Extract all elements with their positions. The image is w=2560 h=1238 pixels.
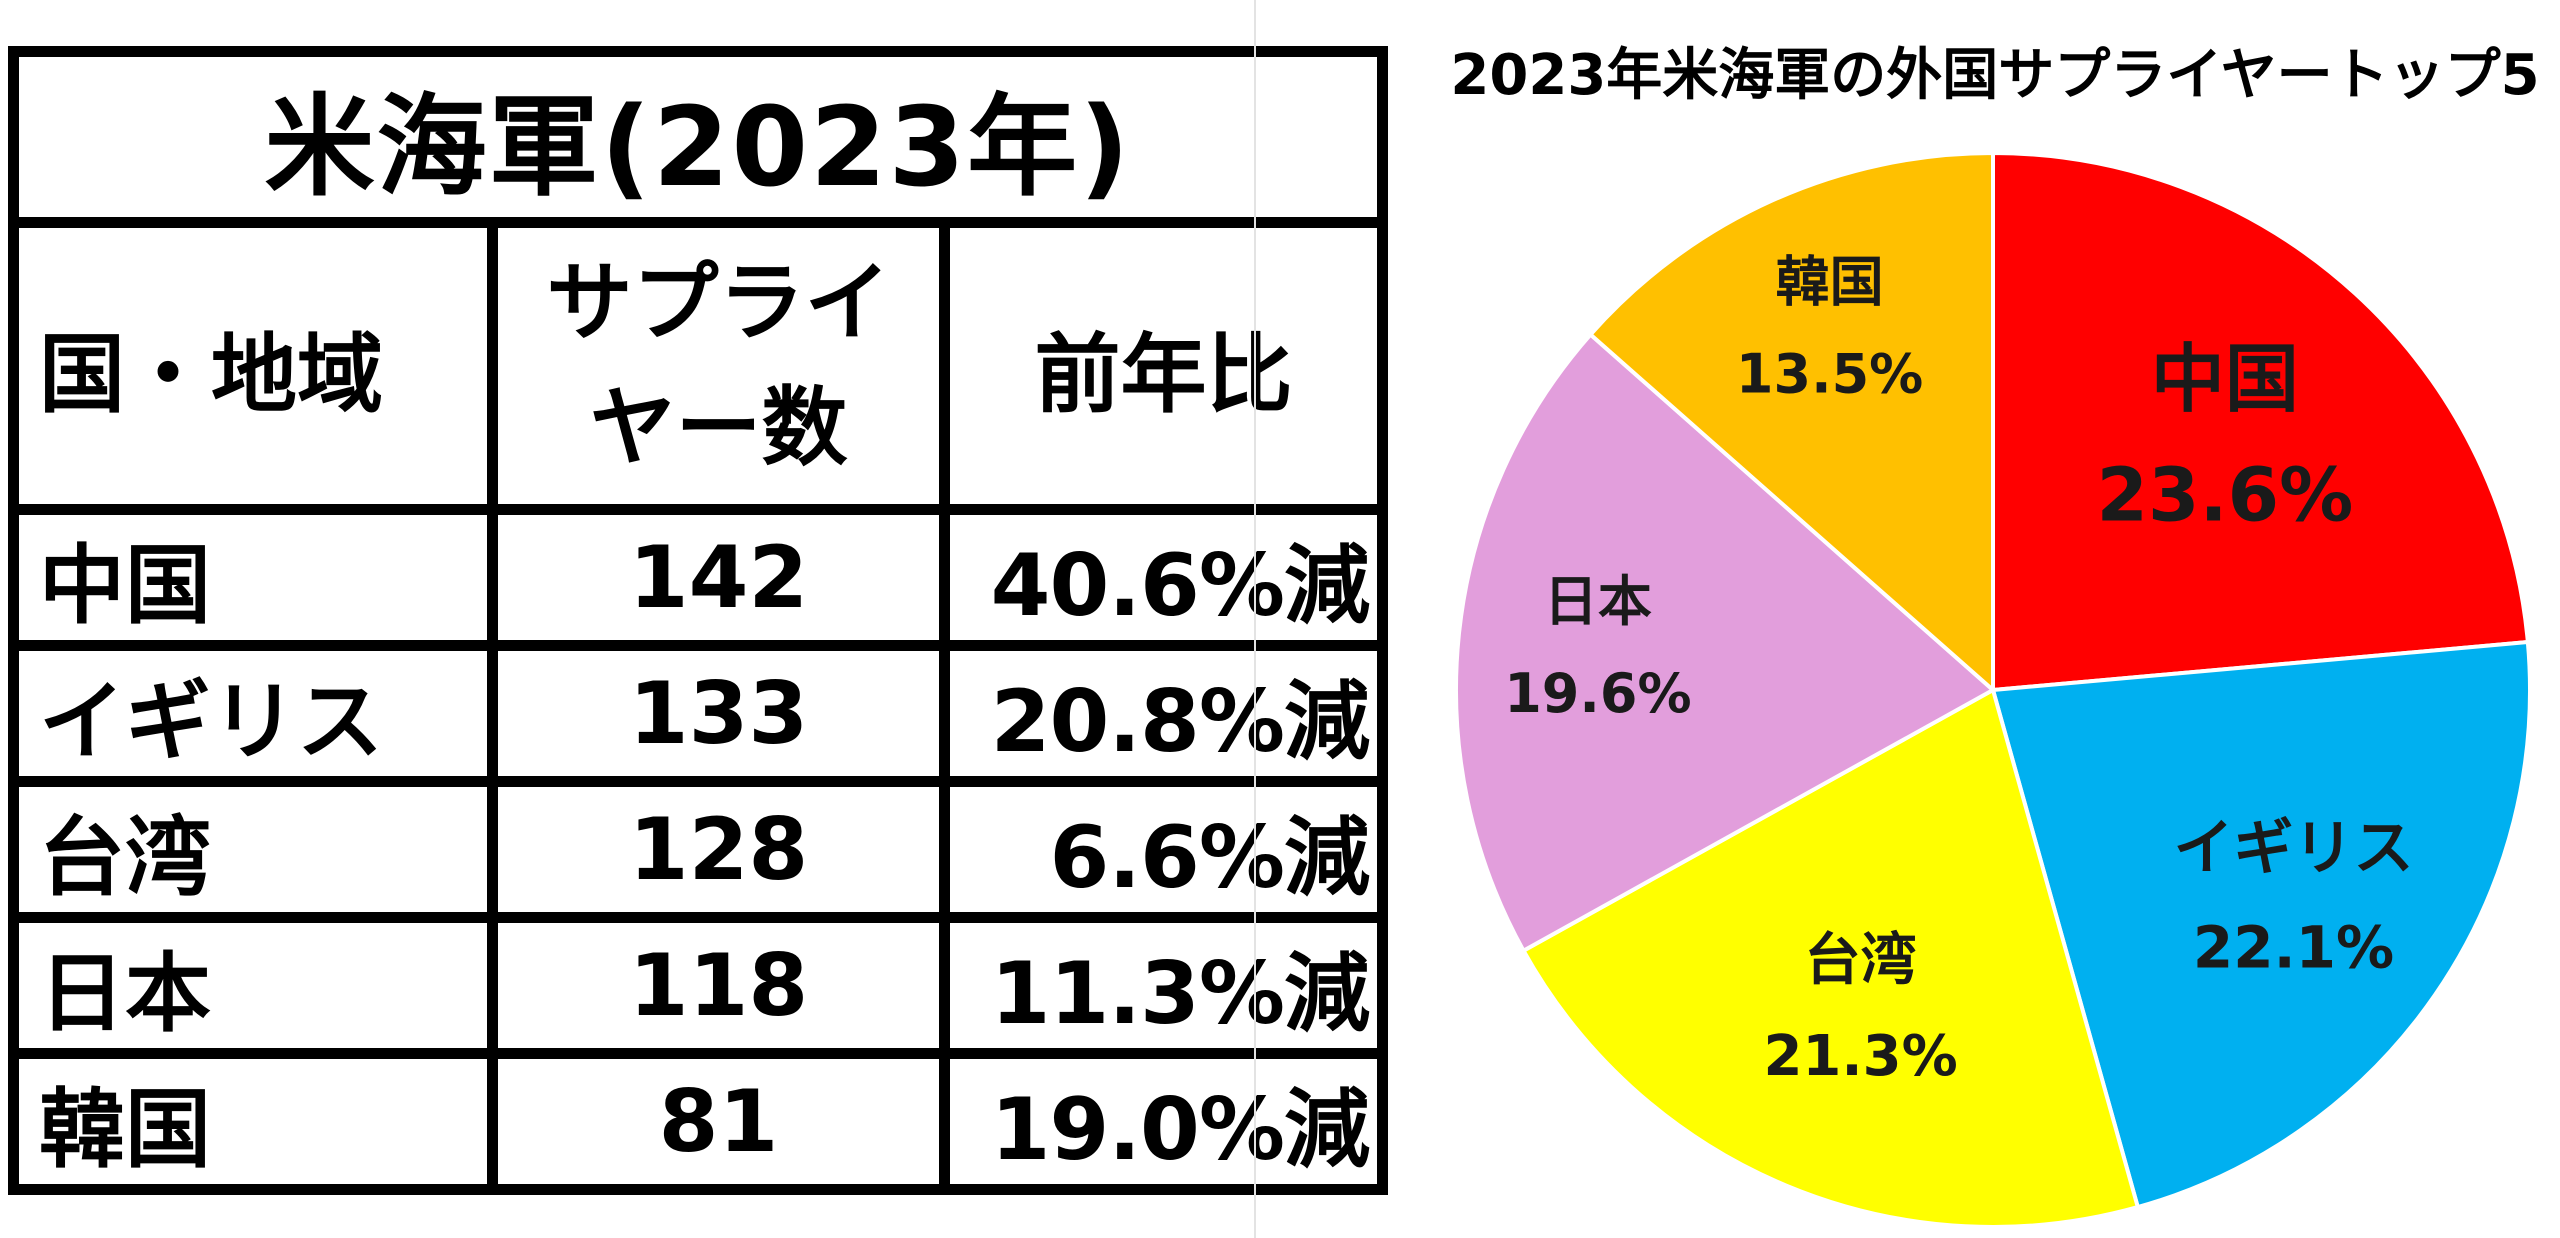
pie-slice	[1587, 150, 1995, 695]
cell-yoy: 19.0%減	[938, 1048, 1389, 1195]
slice-value-label: 23.6%	[2097, 452, 2354, 538]
cell-count: 142	[487, 504, 950, 651]
pie-labels: 中国 23.6% イギリス 22.1% 台湾 21.3% 日本 19.6% 韓国 13.5%	[1504, 251, 2413, 1089]
table-title-row: 米海軍(2023年)	[8, 46, 1388, 228]
supplier-table: 米海軍(2023年) 国・地域 サプライ ヤー数 前年比 中国 142 40.6…	[7, 46, 1389, 1195]
cell-count: 118	[487, 912, 950, 1059]
slice-label: 中国	[2151, 336, 2299, 422]
table-row: 台湾 128 6.6%減	[7, 776, 1389, 923]
cell-yoy: 6.6%減	[938, 776, 1389, 923]
slice-value-label: 13.5%	[1736, 343, 1923, 406]
pie-chart: 中国 23.6% イギリス 22.1% 台湾 21.3% 日本 19.6% 韓国 13.5%	[1454, 150, 2532, 1229]
page-divider	[1254, 0, 1256, 1238]
chart-title: 2023年米海軍の外国サプライヤートップ5	[1450, 43, 2540, 108]
pie-slice	[1990, 639, 2532, 1210]
cell-count: 81	[487, 1048, 950, 1195]
table-title: 米海軍(2023年)	[8, 46, 1388, 228]
slice-label: 台湾	[1805, 928, 1917, 993]
cell-country: 日本	[7, 912, 499, 1059]
header-supplier-count: サプライ ヤー数	[487, 217, 950, 515]
header-supplier-count-line1: サプライ	[546, 253, 891, 354]
supplier-table-container: 米海軍(2023年) 国・地域 サプライ ヤー数 前年比 中国 142 40.6…	[7, 46, 1389, 1195]
pie-slice	[1454, 331, 1997, 954]
table-row: イギリス 133 20.8%減	[7, 640, 1389, 787]
slice-label: 日本	[1544, 570, 1652, 633]
cell-yoy: 11.3%減	[938, 912, 1389, 1059]
slice-label: イギリス	[2174, 813, 2414, 883]
pie-slices	[1454, 150, 2532, 1229]
header-country: 国・地域	[7, 217, 499, 515]
header-yoy: 前年比	[938, 217, 1389, 515]
cell-count: 133	[487, 640, 950, 787]
table-row: 韓国 81 19.0%減	[7, 1048, 1389, 1195]
slice-value-label: 22.1%	[2193, 914, 2394, 982]
cell-country: 台湾	[7, 776, 499, 923]
table-row: 中国 142 40.6%減	[7, 504, 1389, 651]
cell-country: 韓国	[7, 1048, 499, 1195]
cell-count: 128	[487, 776, 950, 923]
slice-value-label: 19.6%	[1504, 662, 1691, 725]
table-header-row: 国・地域 サプライ ヤー数 前年比	[7, 217, 1389, 515]
pie-slice	[1991, 150, 2531, 693]
cell-yoy: 40.6%減	[938, 504, 1389, 651]
table-row: 日本 118 11.3%減	[7, 912, 1389, 1059]
slice-value-label: 21.3%	[1763, 1024, 1957, 1089]
header-supplier-count-line2: ヤー数	[589, 378, 848, 478]
cell-country: 中国	[7, 504, 499, 651]
slice-label: 韓国	[1776, 251, 1884, 314]
cell-country: イギリス	[7, 640, 499, 787]
pie-slice	[1520, 687, 2141, 1229]
cell-yoy: 20.8%減	[938, 640, 1389, 787]
